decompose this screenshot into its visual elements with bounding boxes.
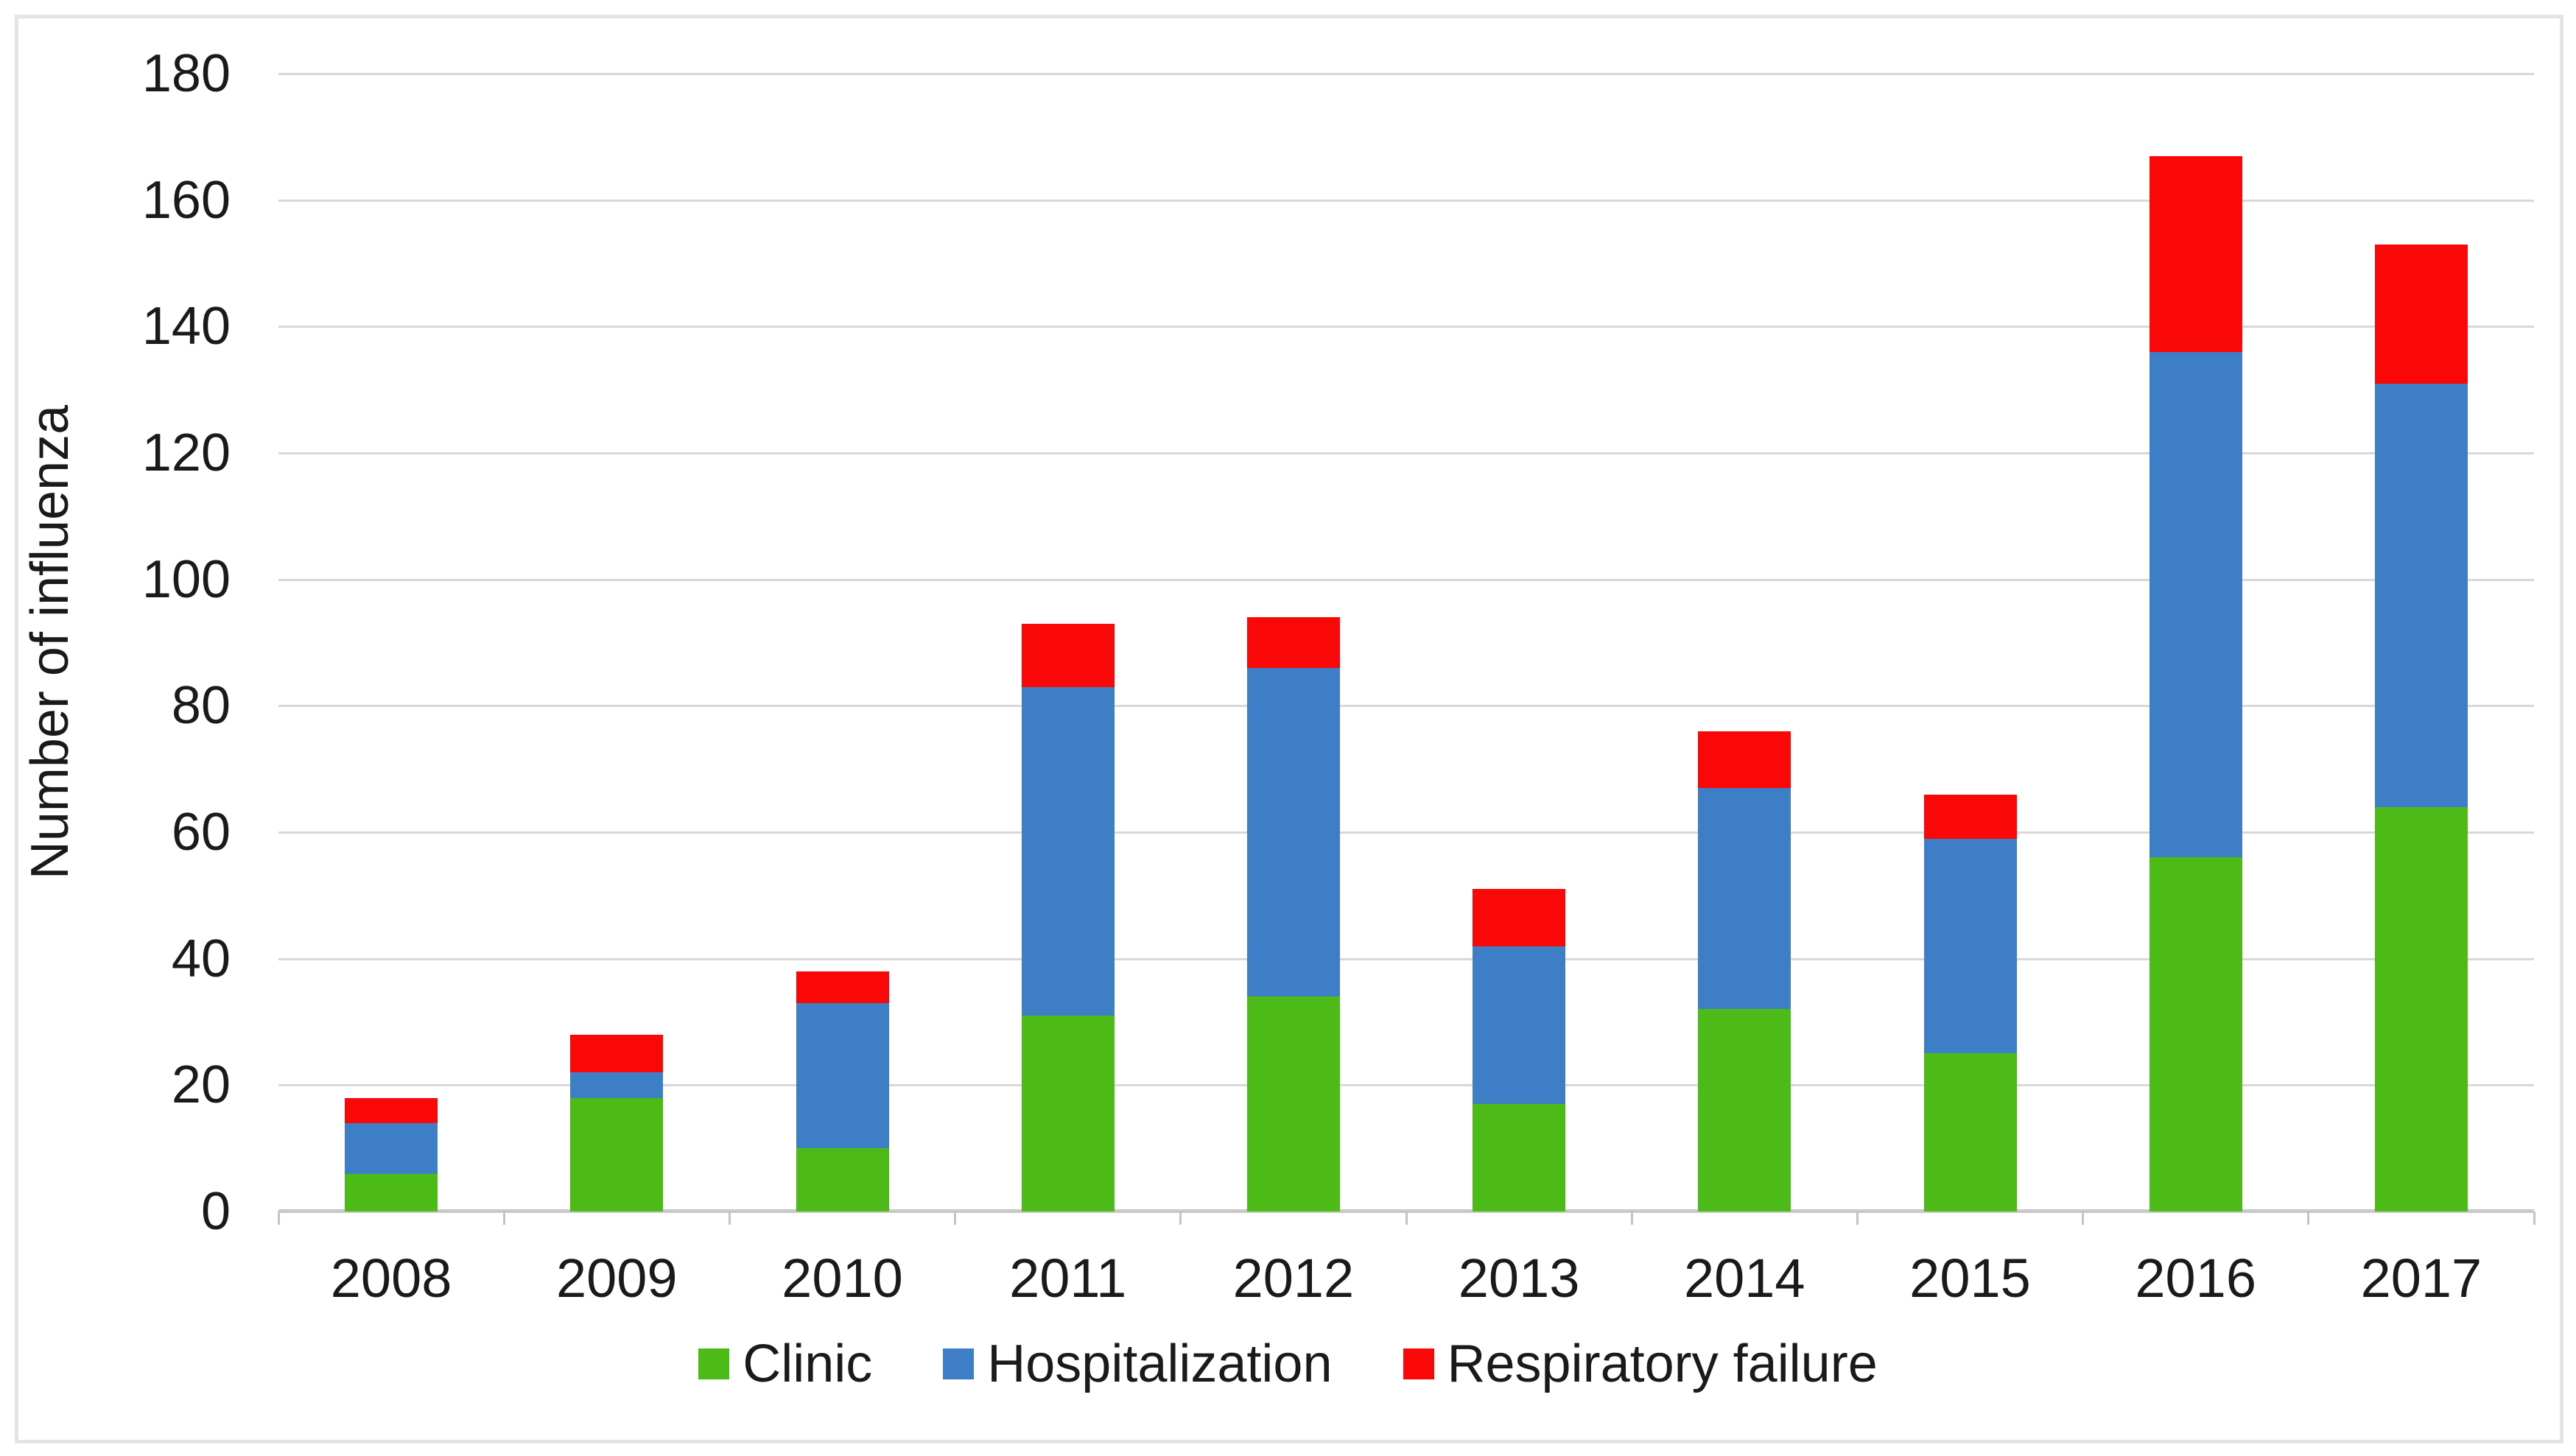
bar-segment-clinic-2016 <box>2149 857 2242 1211</box>
bar-segment-hospitalization-2011 <box>1021 686 1115 1016</box>
bar-segment-respiratory-failure-2011 <box>1021 623 1115 687</box>
bar-segment-respiratory-failure-2015 <box>1923 794 2017 839</box>
bar-segment-hospitalization-2015 <box>1923 838 2017 1054</box>
bar-segment-hospitalization-2008 <box>345 1122 438 1174</box>
legend-item-clinic: Clinic <box>698 1334 872 1393</box>
x-axis-tick <box>1179 1211 1182 1225</box>
bar-segment-respiratory-failure-2008 <box>345 1097 438 1123</box>
x-axis-tick <box>1856 1211 1859 1225</box>
x-axis-tick <box>954 1211 957 1225</box>
x-category-label-2017: 2017 <box>2360 1248 2482 1309</box>
x-category-label-2015: 2015 <box>1909 1248 2031 1309</box>
legend-label-respiratory-failure: Respiratory failure <box>1447 1334 1878 1393</box>
bar-segment-clinic-2010 <box>796 1148 889 1211</box>
gridline-160 <box>278 199 2534 202</box>
bar-segment-clinic-2011 <box>1021 1015 1115 1211</box>
gridline-120 <box>278 452 2534 454</box>
gridline-20 <box>278 1084 2534 1087</box>
x-category-label-2010: 2010 <box>782 1248 903 1309</box>
legend-item-hospitalization: Hospitalization <box>943 1334 1333 1393</box>
bar-segment-clinic-2013 <box>1473 1104 1566 1211</box>
gridline-40 <box>278 957 2534 960</box>
x-category-label-2012: 2012 <box>1232 1248 1355 1309</box>
bar-segment-clinic-2014 <box>1698 1009 1791 1211</box>
y-tick-label-140: 140 <box>141 297 231 356</box>
bar-segment-hospitalization-2009 <box>570 1072 664 1098</box>
y-tick-label-60: 60 <box>171 803 231 862</box>
bar-segment-respiratory-failure-2016 <box>2149 155 2242 352</box>
legend-swatch-clinic <box>698 1348 730 1379</box>
gridline-100 <box>278 578 2534 581</box>
x-axis-tick <box>2307 1211 2310 1225</box>
legend-swatch-respiratory-failure <box>1403 1348 1434 1379</box>
bar-segment-clinic-2008 <box>345 1173 438 1211</box>
y-tick-label-120: 120 <box>141 423 231 482</box>
x-category-label-2016: 2016 <box>2135 1248 2256 1309</box>
bar-segment-hospitalization-2012 <box>1246 667 1340 997</box>
bar-segment-respiratory-failure-2014 <box>1698 731 1791 788</box>
plot-area: 2008 2009 2010 2011 2012 2013 2014 2015 2016 2017 <box>277 73 2535 1308</box>
x-category-label-2011: 2011 <box>1009 1248 1127 1309</box>
x-category-label-2009: 2009 <box>555 1248 678 1309</box>
legend-label-hospitalization: Hospitalization <box>987 1334 1333 1393</box>
y-tick-label-160: 160 <box>141 170 231 230</box>
x-axis-tick <box>728 1211 731 1225</box>
y-tick-label-180: 180 <box>141 44 231 103</box>
bar-segment-hospitalization-2014 <box>1698 787 1791 1010</box>
x-axis-line <box>278 1209 2534 1213</box>
gridline-80 <box>278 705 2534 708</box>
gridline-180 <box>278 73 2534 75</box>
bar-segment-respiratory-failure-2013 <box>1473 889 1566 946</box>
bar-segment-clinic-2015 <box>1923 1053 2017 1211</box>
bar-segment-respiratory-failure-2010 <box>796 971 889 1003</box>
gridline-60 <box>278 831 2534 834</box>
bar-segment-clinic-2017 <box>2374 806 2468 1211</box>
bar-segment-respiratory-failure-2017 <box>2374 244 2468 384</box>
bar-segment-clinic-2009 <box>570 1097 664 1211</box>
legend: Clinic Hospitalization Respiratory failure <box>0 1334 2576 1393</box>
legend-swatch-hospitalization <box>943 1348 975 1379</box>
bar-segment-clinic-2012 <box>1246 996 1340 1211</box>
x-category-label-2008: 2008 <box>330 1248 452 1309</box>
x-category-label-2014: 2014 <box>1683 1248 1805 1309</box>
gridline-140 <box>278 326 2534 328</box>
bar-segment-hospitalization-2013 <box>1473 946 1566 1105</box>
x-category-label-2013: 2013 <box>1458 1248 1580 1309</box>
y-tick-label-20: 20 <box>171 1055 231 1115</box>
x-axis-tick <box>2533 1211 2535 1225</box>
x-axis-tick <box>1405 1211 1408 1225</box>
y-tick-label-40: 40 <box>171 929 231 988</box>
bar-segment-hospitalization-2010 <box>796 1002 889 1149</box>
legend-item-respiratory-failure: Respiratory failure <box>1403 1334 1878 1393</box>
x-axis-tick <box>2082 1211 2085 1225</box>
bar-segment-respiratory-failure-2012 <box>1246 617 1340 668</box>
y-tick-label-80: 80 <box>171 676 231 736</box>
legend-label-clinic: Clinic <box>743 1334 873 1393</box>
y-tick-label-100: 100 <box>141 549 231 609</box>
x-axis-tick <box>277 1211 280 1225</box>
x-axis-tick <box>502 1211 505 1225</box>
x-axis-tick <box>1630 1211 1633 1225</box>
bar-segment-hospitalization-2016 <box>2149 351 2242 858</box>
bar-segment-hospitalization-2017 <box>2374 383 2468 807</box>
bar-segment-respiratory-failure-2009 <box>570 1034 664 1073</box>
y-tick-label-0: 0 <box>200 1182 231 1241</box>
